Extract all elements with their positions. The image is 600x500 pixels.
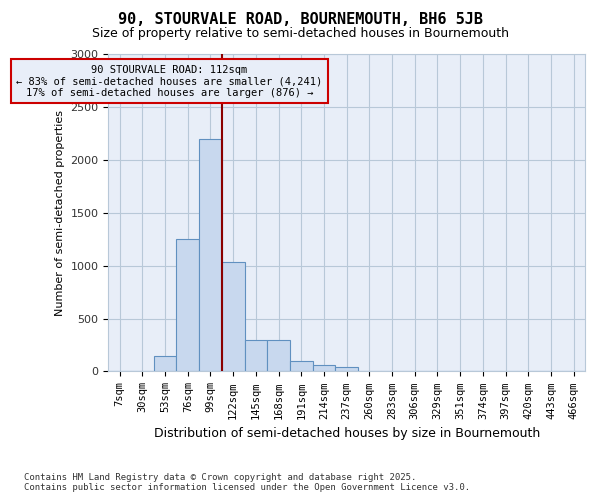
Bar [176,239,199,372]
Text: Size of property relative to semi-detached houses in Bournemouth: Size of property relative to semi-detach… [91,28,509,40]
Y-axis label: Number of semi-detached properties: Number of semi-detached properties [55,110,65,316]
Text: Contains HM Land Registry data © Crown copyright and database right 2025.
Contai: Contains HM Land Registry data © Crown c… [24,473,470,492]
Text: 90, STOURVALE ROAD, BOURNEMOUTH, BH6 5JB: 90, STOURVALE ROAD, BOURNEMOUTH, BH6 5JB [118,12,482,28]
X-axis label: Distribution of semi-detached houses by size in Bournemouth: Distribution of semi-detached houses by … [154,427,540,440]
Bar [335,367,358,372]
Bar [222,262,245,372]
Bar [267,340,290,372]
Bar [313,365,335,372]
Bar [290,361,313,372]
Text: 90 STOURVALE ROAD: 112sqm
← 83% of semi-detached houses are smaller (4,241)
17% : 90 STOURVALE ROAD: 112sqm ← 83% of semi-… [16,64,323,98]
Bar [154,356,176,372]
Bar [199,138,222,372]
Bar [245,340,267,372]
